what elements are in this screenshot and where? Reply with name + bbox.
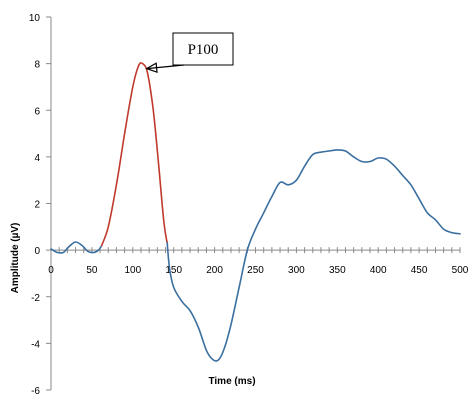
axes: 0 50 100 150 200 250 300 350 400 450 500 -6 -4 -2 0 2 4…	[29, 13, 469, 397]
y-tick-label: 2	[34, 200, 40, 211]
y-tick-label: 0	[34, 246, 40, 257]
y-axis-title: Amplitude (µV)	[10, 223, 21, 294]
series-line-2	[102, 63, 168, 246]
series-line-1	[51, 242, 102, 253]
y-tick-label: -4	[31, 339, 40, 350]
x-tick-label: 450	[411, 265, 428, 276]
x-tick-label: 200	[206, 265, 223, 276]
x-axis-title: Time (ms)	[208, 376, 255, 387]
y-tick-label: 10	[29, 13, 41, 24]
y-axis-ticks: -6 -4 -2 0 2 4 6 8 10	[29, 13, 51, 397]
x-tick-label: 400	[370, 265, 387, 276]
x-tick-label: 150	[165, 265, 182, 276]
series-line-3	[167, 150, 460, 361]
x-tick-label: 0	[48, 265, 54, 276]
y-tick-label: -2	[31, 293, 40, 304]
p100-callout-label: P100	[188, 42, 219, 58]
x-tick-label: 350	[329, 265, 346, 276]
x-tick-label: 100	[124, 265, 141, 276]
series-layer	[51, 63, 460, 361]
annotation-layer: P100	[147, 33, 233, 72]
x-tick-label: 50	[86, 265, 98, 276]
x-tick-label: 250	[247, 265, 264, 276]
y-tick-label: 8	[34, 60, 40, 71]
x-tick-label: 300	[288, 265, 305, 276]
y-tick-label: 4	[34, 153, 40, 164]
x-axis-ticks: 0 50 100 150 200 250 300 350 400 450 500	[48, 247, 469, 276]
x-tick-label: 500	[452, 265, 469, 276]
y-tick-label: 6	[34, 106, 40, 117]
y-tick-label: -6	[31, 386, 40, 397]
